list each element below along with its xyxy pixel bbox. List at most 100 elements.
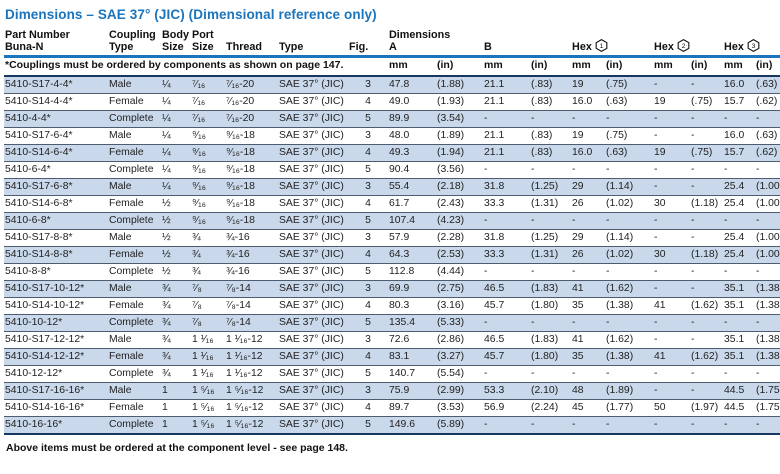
cell-b-mm: 45.7 <box>483 297 531 315</box>
cell-thread-type: SAE 37° (JIC) <box>278 331 348 349</box>
cell-a-mm: 72.6 <box>388 331 436 349</box>
cell-thread-type: SAE 37° (JIC) <box>278 93 348 111</box>
cell-b-mm: 33.3 <box>483 246 531 264</box>
cell-coupling-type: Female <box>108 297 161 315</box>
cell-hex2-mm: 41 <box>653 297 691 315</box>
cell-hex2-in: - <box>690 161 724 179</box>
cell-part-number: 5410-4-4* <box>4 110 108 128</box>
cell-port-size: 1 ⁵⁄₁₆ <box>191 382 225 400</box>
cell-fig: 4 <box>348 297 388 315</box>
cell-hex2-mm: - <box>653 229 691 247</box>
cell-hex1-mm: 35 <box>571 297 606 315</box>
unit-hex2-mm: mm <box>653 56 691 77</box>
cell-a-in: (1.88) <box>436 75 484 94</box>
cell-thread-type: SAE 37° (JIC) <box>278 212 348 230</box>
cell-hex3-in: (1.38) <box>755 331 780 349</box>
cell-hex1-mm: - <box>571 416 606 435</box>
cell-part-number: 5410-8-8* <box>4 263 108 281</box>
cell-hex3-in: - <box>755 110 780 128</box>
cell-thread: ⁷⁄₈-14 <box>225 297 278 315</box>
cell-coupling-type: Complete <box>108 416 161 435</box>
cell-thread: 1 ⁵⁄₁₆-12 <box>225 416 278 435</box>
cell-coupling-type: Male <box>108 229 161 247</box>
unit-b-in: (in) <box>530 56 572 77</box>
cell-port-size: ¾ <box>191 229 225 247</box>
cell-hex1-in: (1.14) <box>605 178 654 196</box>
cell-b-in: - <box>530 314 572 332</box>
cell-a-mm: 75.9 <box>388 382 436 400</box>
cell-coupling-type: Complete <box>108 110 161 128</box>
cell-body-size: ¼ <box>161 144 191 162</box>
cell-hex1-mm: 16.0 <box>571 93 606 111</box>
cell-thread-type: SAE 37° (JIC) <box>278 75 348 94</box>
cell-hex3-mm: 25.4 <box>723 195 756 213</box>
cell-body-size: ¼ <box>161 161 191 179</box>
cell-hex1-in: - <box>605 416 654 435</box>
cell-hex3-in: (.63) <box>755 75 780 94</box>
cell-hex3-mm: 25.4 <box>723 178 756 196</box>
cell-a-in: (5.54) <box>436 365 484 383</box>
table-header-row: Part Number Buna-N Coupling Type Body Si… <box>4 29 780 59</box>
cell-hex2-mm: - <box>653 365 691 383</box>
cell-port-size: ¾ <box>191 263 225 281</box>
cell-hex2-mm: - <box>653 161 691 179</box>
cell-thread-type: SAE 37° (JIC) <box>278 144 348 162</box>
cell-thread: ⁷⁄₈-14 <box>225 280 278 298</box>
units-header-row: *Couplings must be ordered by components… <box>4 56 780 77</box>
cell-a-mm: 149.6 <box>388 416 436 435</box>
table-row: 5410-4-4* Complete ¼ ⁷⁄₁₆ ⁷⁄₁₆-20 SAE 37… <box>4 110 780 128</box>
ordering-note: *Couplings must be ordered by components… <box>4 56 388 77</box>
cell-hex1-mm: 19 <box>571 75 606 94</box>
cell-part-number: 5410-S17-6-4* <box>4 127 108 145</box>
cell-b-in: - <box>530 161 572 179</box>
cell-hex2-in: - <box>690 365 724 383</box>
unit-hex1-mm: mm <box>571 56 606 77</box>
svg-text:3: 3 <box>751 43 755 50</box>
cell-hex3-mm: - <box>723 212 756 230</box>
cell-hex2-in: (1.18) <box>690 195 724 213</box>
cell-body-size: ¾ <box>161 348 191 366</box>
cell-hex2-in: - <box>690 229 724 247</box>
cell-hex3-in: (1.38) <box>755 280 780 298</box>
cell-hex1-mm: 29 <box>571 229 606 247</box>
cell-port-size: ⁹⁄₁₆ <box>191 144 225 162</box>
cell-hex3-mm: 16.0 <box>723 75 756 94</box>
cell-hex2-in: - <box>690 280 724 298</box>
cell-thread: 1 ¹⁄₁₆-12 <box>225 331 278 349</box>
cell-a-in: (3.53) <box>436 399 484 417</box>
table-row: 5410-S17-4-4* Male ¼ ⁷⁄₁₆ ⁷⁄₁₆-20 SAE 37… <box>4 75 780 94</box>
cell-hex1-mm: 26 <box>571 195 606 213</box>
cell-fig: 5 <box>348 212 388 230</box>
cell-thread-type: SAE 37° (JIC) <box>278 178 348 196</box>
cell-body-size: ¾ <box>161 314 191 332</box>
cell-thread: 1 ¹⁄₁₆-12 <box>225 348 278 366</box>
cell-coupling-type: Female <box>108 93 161 111</box>
cell-a-mm: 47.8 <box>388 75 436 94</box>
cell-a-in: (2.43) <box>436 195 484 213</box>
cell-hex2-in: - <box>690 127 724 145</box>
col-header-dimension-a: Dimensions A <box>388 29 484 59</box>
cell-hex2-in: - <box>690 331 724 349</box>
cell-fig: 4 <box>348 348 388 366</box>
cell-thread: ⁷⁄₁₆-20 <box>225 110 278 128</box>
cell-hex3-in: (1.75) <box>755 399 780 417</box>
cell-hex1-mm: 45 <box>571 399 606 417</box>
cell-fig: 4 <box>348 246 388 264</box>
cell-hex2-mm: - <box>653 314 691 332</box>
cell-thread-type: SAE 37° (JIC) <box>278 195 348 213</box>
cell-b-mm: 45.7 <box>483 348 531 366</box>
cell-coupling-type: Complete <box>108 161 161 179</box>
cell-hex1-in: (.63) <box>605 93 654 111</box>
table-row: 5410-12-12* Complete ¾ 1 ¹⁄₁₆ 1 ¹⁄₁₆-12 … <box>4 365 780 383</box>
cell-b-in: (2.24) <box>530 399 572 417</box>
cell-coupling-type: Female <box>108 246 161 264</box>
table-row: 5410-S17-10-12* Male ¾ ⁷⁄₈ ⁷⁄₈-14 SAE 37… <box>4 280 780 298</box>
cell-a-in: (5.89) <box>436 416 484 435</box>
cell-part-number: 5410-10-12* <box>4 314 108 332</box>
cell-hex1-in: (1.89) <box>605 382 654 400</box>
cell-b-mm: 56.9 <box>483 399 531 417</box>
cell-hex1-in: - <box>605 212 654 230</box>
cell-part-number: 5410-S14-8-8* <box>4 246 108 264</box>
table-row: 5410-S17-12-12* Male ¾ 1 ¹⁄₁₆ 1 ¹⁄₁₆-12 … <box>4 331 780 349</box>
cell-hex3-in: (1.38) <box>755 297 780 315</box>
